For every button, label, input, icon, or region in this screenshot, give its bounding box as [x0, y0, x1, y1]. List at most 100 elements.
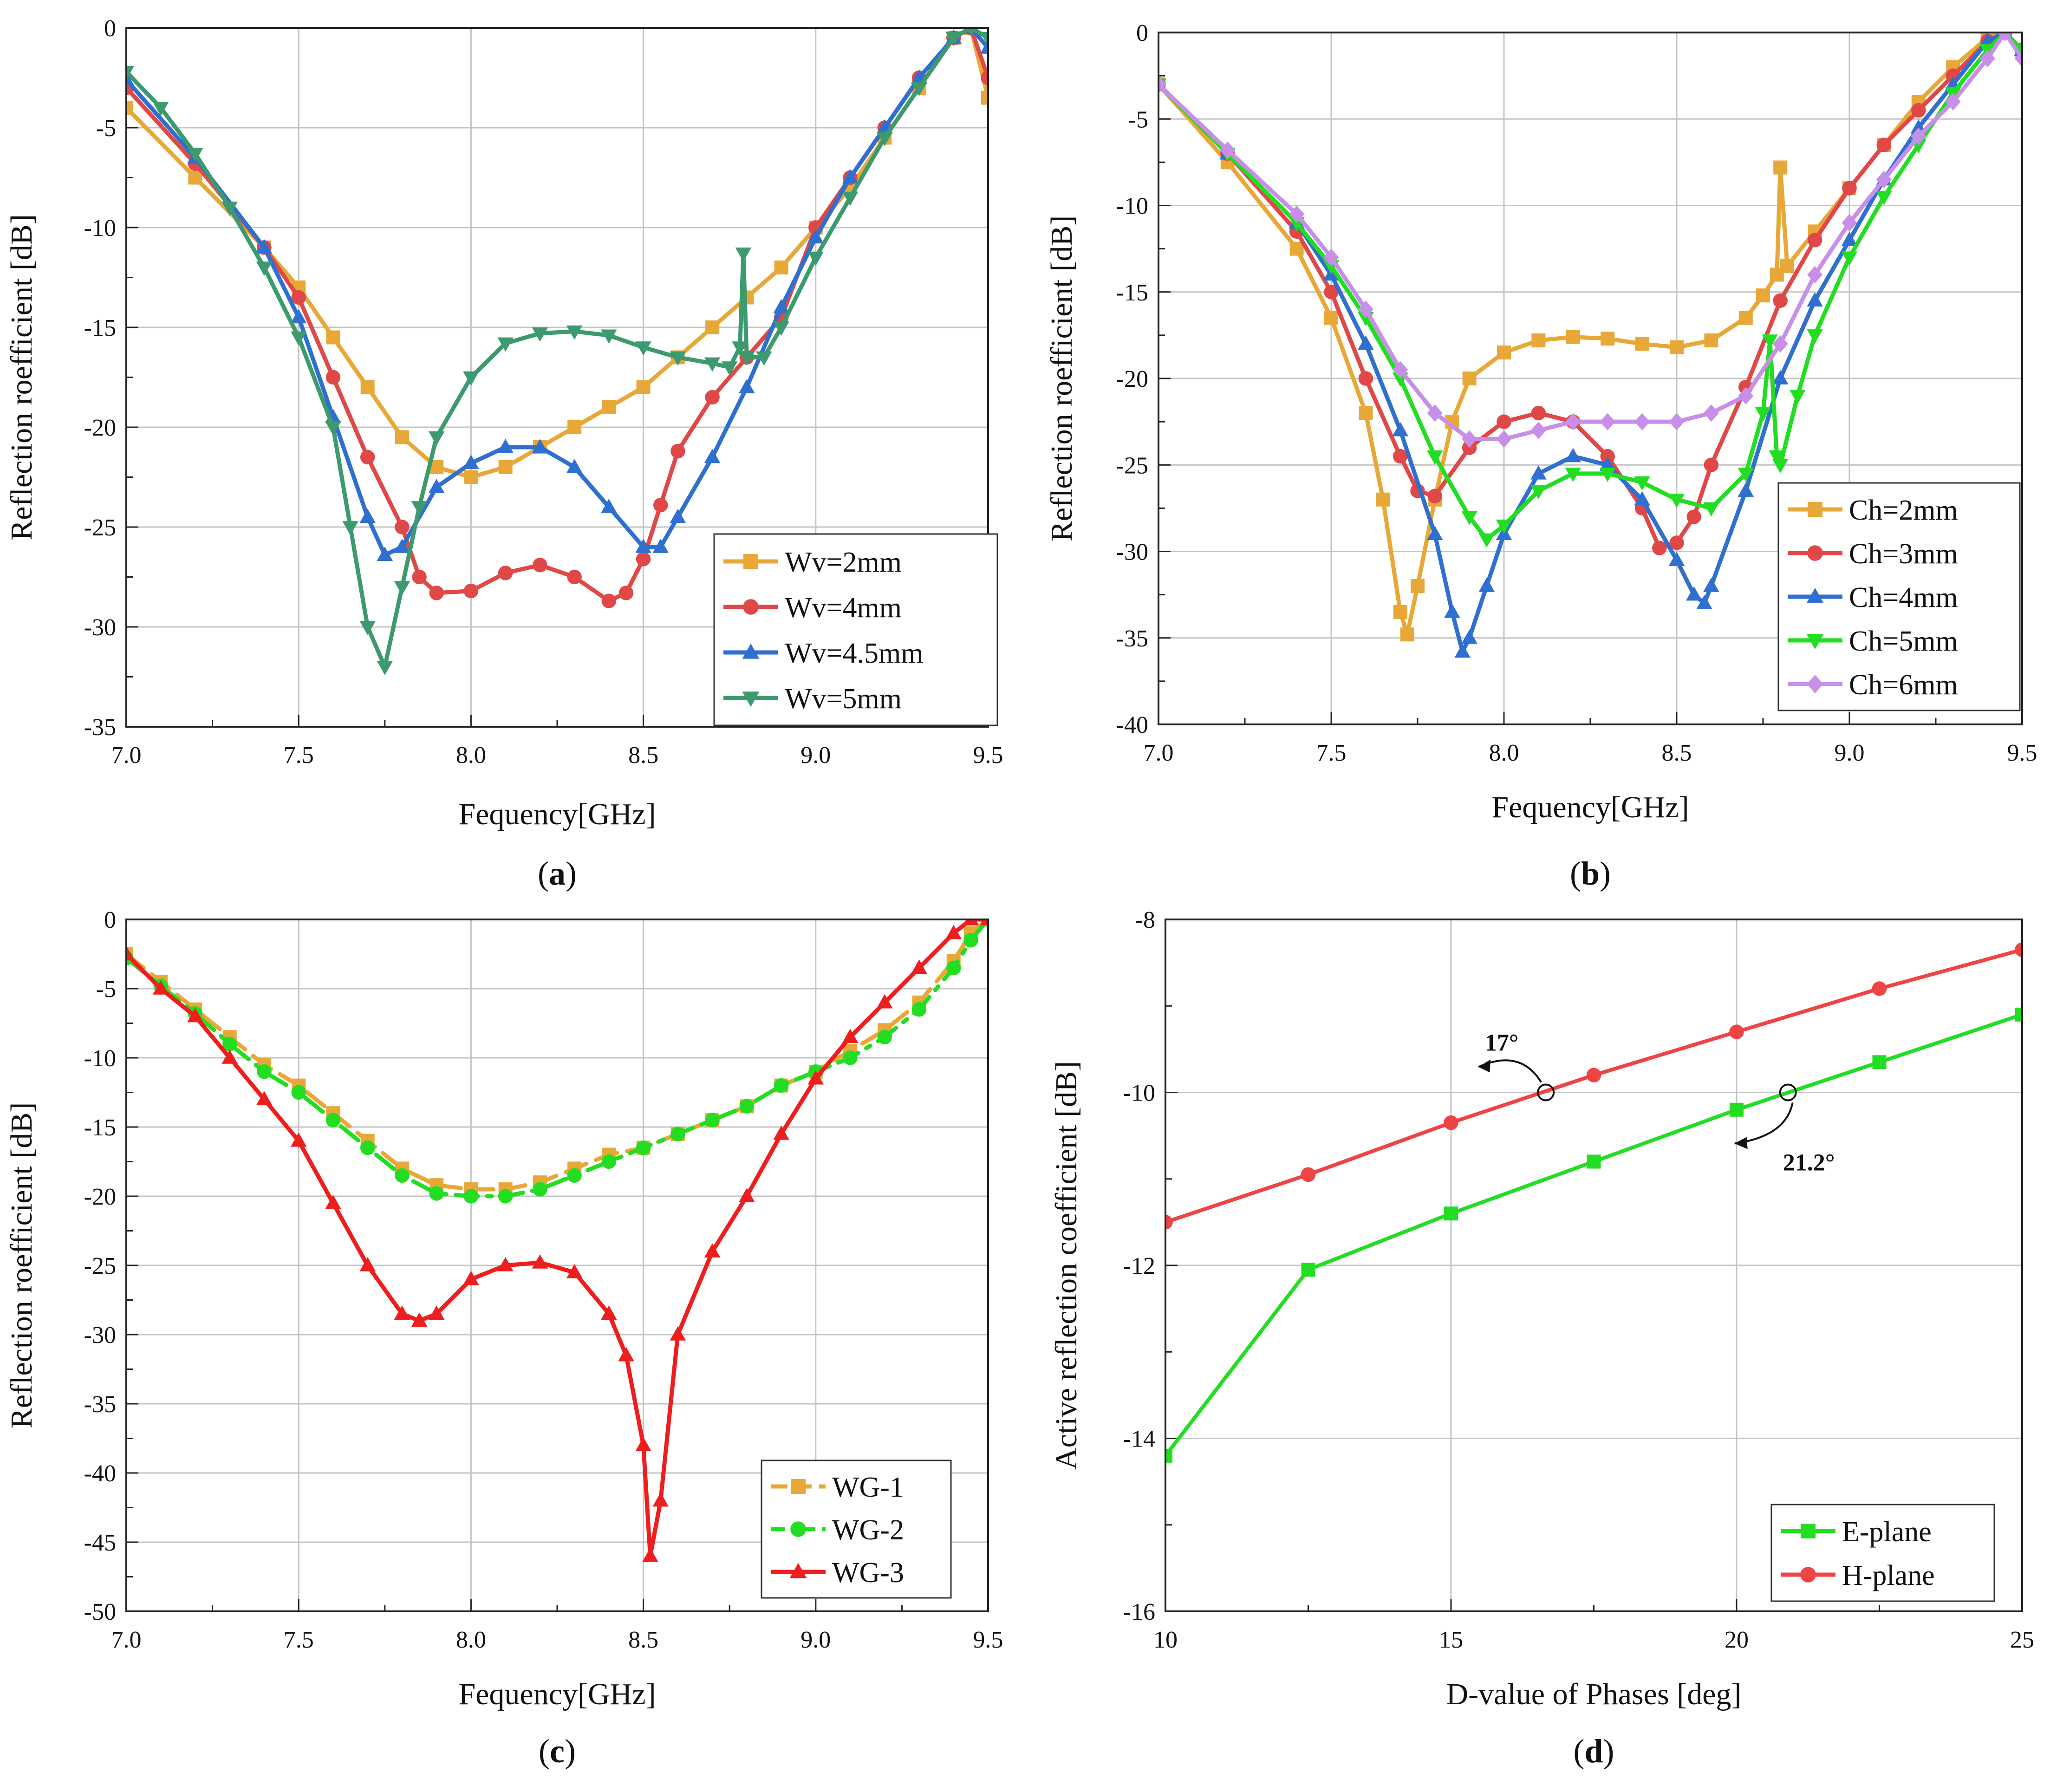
data-point-Ch=2mm: [1773, 160, 1788, 175]
data-point-WG-3: [670, 1326, 686, 1341]
plot-series-group: [1165, 942, 2022, 1463]
data-point-Ch=2mm: [1400, 627, 1414, 642]
data-point-Ch=4mm: [1686, 586, 1702, 601]
data-point-Wv=5mm: [377, 661, 393, 675]
data-point-WG-3: [411, 1312, 428, 1327]
data-point-Ch=6mm: [1807, 266, 1823, 284]
data-point-Ch=2mm: [1738, 311, 1753, 325]
data-point-Wv=4.5mm: [394, 539, 410, 553]
data-point-Wv=5mm: [945, 32, 962, 46]
data-point-Ch=4mm: [1738, 482, 1754, 497]
annotation-arrowhead: [1478, 1059, 1491, 1073]
data-point-WG-3: [290, 1132, 307, 1147]
data-point-WG-2: [739, 1099, 755, 1114]
data-point-Ch=3mm: [1497, 414, 1511, 429]
data-point-Ch=4mm: [1772, 370, 1789, 384]
legend-marker-Wv=4mm: [743, 599, 759, 615]
annotation-arrowhead: [1734, 1137, 1748, 1149]
data-point-WG-2: [670, 1127, 685, 1141]
intersection-marker: [1779, 1083, 1797, 1101]
data-point-Wv=4.5mm: [670, 508, 686, 523]
data-point-WG-2: [636, 1140, 651, 1155]
x-tick-label: 9.5: [973, 1627, 1003, 1653]
data-point-Wv=5mm: [497, 337, 514, 352]
y-tick-label: -10: [84, 1045, 116, 1072]
data-point-Wv=4.5mm: [532, 439, 548, 453]
panel-caption-letter: b: [1581, 855, 1600, 892]
legend-box: [713, 533, 998, 726]
data-point-Ch=6mm: [2014, 50, 2022, 67]
data-point-Ch=4mm: [1530, 465, 1547, 480]
data-point-Wv=4mm: [670, 443, 685, 459]
data-point-Ch=6mm: [1997, 33, 2013, 41]
data-point-WG-2: [911, 1002, 927, 1017]
data-point-Ch=4mm: [1444, 603, 1460, 618]
x-tick-label: 8.5: [628, 742, 658, 769]
data-point-Wv=5mm: [756, 351, 772, 366]
data-point-Ch=6mm: [1358, 300, 1373, 318]
series-line-Ch=3mm: [1158, 33, 2022, 550]
y-tick-label: -10: [1116, 193, 1148, 220]
y-tick-label: -30: [84, 614, 116, 641]
data-point-Wv=5mm: [735, 248, 752, 262]
data-point-WG-2: [498, 1189, 513, 1204]
data-point-Ch=6mm: [1634, 413, 1650, 430]
data-point-Ch=4mm: [1599, 456, 1616, 471]
data-point-Ch=6mm: [1462, 430, 1477, 448]
data-point-Ch=5mm: [1755, 407, 1771, 422]
data-point-WG-3: [152, 980, 169, 995]
data-point-WG-2: [843, 1050, 858, 1065]
data-point-Ch=3mm: [1686, 509, 1701, 524]
data-point-WG-2: [360, 1140, 375, 1155]
y-tick-label: -35: [84, 714, 116, 741]
data-point-Wv=4mm: [618, 586, 634, 600]
legend-marker-Ch=3mm: [1807, 545, 1823, 561]
y-tick-label: -30: [1116, 539, 1148, 566]
data-point-Ch=2mm: [1601, 332, 1615, 346]
data-point-WG-3: [359, 1257, 376, 1271]
data-point-Wv=5mm: [126, 65, 135, 80]
data-point-Ch=6mm: [1703, 404, 1719, 422]
data-point-Ch=6mm: [1220, 141, 1236, 159]
data-point-Wv=4mm: [533, 557, 547, 573]
data-point-WG-3: [642, 1547, 658, 1562]
legend-label: Ch=5mm: [1849, 626, 1958, 657]
data-point-Wv=4mm: [429, 586, 444, 600]
data-point-E-plane: [1165, 1448, 1172, 1463]
y-tick-label: -10: [1123, 1080, 1155, 1107]
legend-label: Wv=2mm: [785, 547, 902, 578]
y-axis-title: Active reflection coefficient [dB]: [1049, 1061, 1083, 1470]
y-axis-title: Reflection roefficient [dB]: [5, 214, 39, 541]
legend-label: Wv=5mm: [785, 683, 902, 715]
data-point-WG-3: [428, 1305, 445, 1320]
axes-frame: [125, 919, 989, 1612]
x-tick-label: 9.0: [800, 1627, 831, 1653]
plot-series-group: [126, 28, 988, 675]
data-point-WG-3: [842, 1029, 859, 1043]
data-point-Ch=3mm: [1876, 137, 1892, 152]
data-point-Wv=4mm: [360, 450, 375, 465]
y-tick-label: -20: [84, 1184, 116, 1210]
data-point-Ch=4mm: [1392, 422, 1409, 437]
data-point-Wv=2mm: [602, 400, 616, 414]
data-point-Ch=2mm: [1359, 406, 1373, 420]
data-point-Wv=4mm: [498, 566, 513, 580]
data-point-Ch=6mm: [1393, 361, 1408, 379]
data-point-Ch=2mm: [1670, 340, 1684, 354]
data-point-WG-2: [291, 1085, 306, 1100]
legend-label: Wv=4.5mm: [785, 638, 923, 669]
annotation-label: 21.2°: [1783, 1150, 1835, 1176]
data-point-Wv=4mm: [395, 520, 410, 534]
data-point-Ch=6mm: [1530, 422, 1546, 439]
data-point-WG-2: [705, 1113, 720, 1127]
legend-marker-WG-1: [791, 1479, 806, 1494]
x-tick-label: 9.0: [800, 742, 831, 769]
chart-panel-a: 7.0 7.5 8.0 8.5 9.0 9.5 -35 -30 -25 -20 -15 -10 -5 0 F…: [5, 15, 1003, 892]
data-point-Wv=4.5mm: [704, 449, 721, 463]
panel-caption-letter: d: [1584, 1733, 1603, 1770]
axes-frame: [1165, 919, 2023, 1612]
data-point-Ch=3mm: [1773, 293, 1788, 308]
legend-label: WG-1: [832, 1472, 904, 1503]
data-point-Ch=6mm: [1496, 430, 1512, 448]
panel-caption: (d): [1573, 1733, 1614, 1770]
